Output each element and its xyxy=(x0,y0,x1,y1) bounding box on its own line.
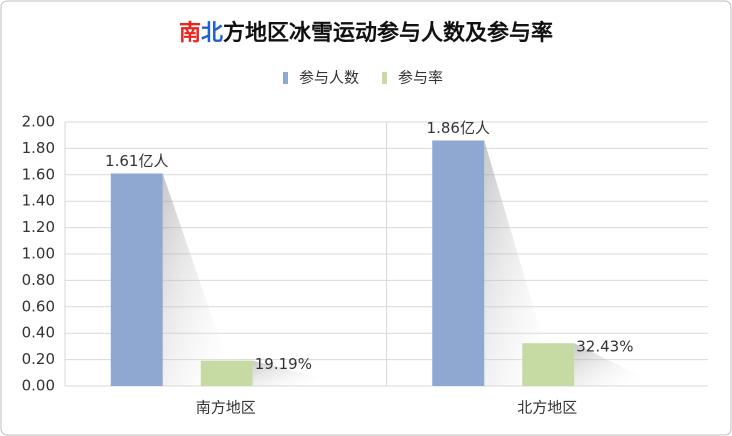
bar xyxy=(110,173,163,386)
y-tick-label: 1.80 xyxy=(22,139,55,157)
title-part: 方地区冰雪运动参与人数及参与率 xyxy=(223,20,553,46)
legend-marker xyxy=(382,72,387,84)
data-label: 1.61亿人 xyxy=(105,152,168,170)
y-tick-label: 1.20 xyxy=(22,218,55,236)
bar xyxy=(200,360,253,386)
y-tick-label: 1.40 xyxy=(22,192,55,210)
bar-shadow xyxy=(162,173,233,386)
data-label: 32.43% xyxy=(576,338,633,356)
title-part: 南 xyxy=(179,21,201,46)
data-label: 19.19% xyxy=(255,355,312,373)
x-tick-label: 北方地区 xyxy=(517,399,577,417)
chart-title: 南北方地区冰雪运动参与人数及参与率 xyxy=(179,20,553,46)
y-tick-label: 1.60 xyxy=(22,165,55,183)
title-part: 北 xyxy=(201,21,223,46)
y-tick-label: 1.00 xyxy=(22,245,55,263)
legend-label: 参与人数 xyxy=(299,69,359,87)
y-tick-label: 0.40 xyxy=(22,324,55,342)
y-tick-label: 0.60 xyxy=(22,297,55,315)
bar xyxy=(432,140,485,386)
bar xyxy=(522,343,575,386)
data-label: 1.86亿人 xyxy=(427,119,490,137)
bar-shadow xyxy=(484,140,555,386)
x-tick-label: 南方地区 xyxy=(196,399,256,417)
y-tick-label: 2.00 xyxy=(22,113,55,131)
bar-shadow xyxy=(252,360,323,386)
legend-marker xyxy=(283,72,288,84)
y-tick-label: 0.20 xyxy=(22,350,55,368)
bar-shadow xyxy=(574,343,645,386)
y-tick-label: 0.80 xyxy=(22,271,55,289)
y-tick-label: 0.00 xyxy=(22,377,55,395)
legend-label: 参与率 xyxy=(398,69,443,87)
